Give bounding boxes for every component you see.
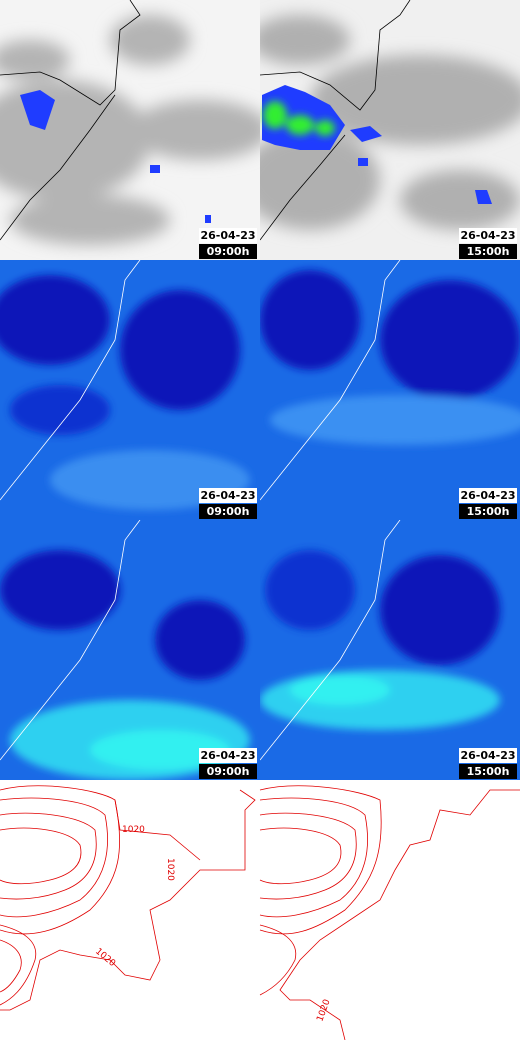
- time-label: 09:00h: [207, 245, 250, 258]
- time-box: [199, 244, 257, 259]
- time-label: 09:00h: [207, 765, 250, 778]
- date-box: [459, 228, 517, 243]
- wind-panel: [260, 260, 520, 520]
- time-label: 15:00h: [467, 765, 510, 778]
- time-box: [459, 764, 517, 779]
- date-label: 26-04-23: [200, 749, 255, 762]
- isobar-panel: [259, 780, 520, 1040]
- isobar-panel: [0, 780, 260, 1040]
- date-label: 26-04-23: [460, 749, 515, 762]
- time-box: [459, 244, 517, 259]
- date-label: 26-04-23: [460, 489, 515, 502]
- date-box: [459, 748, 517, 763]
- time-box: [199, 504, 257, 519]
- wind-panel: [0, 260, 260, 520]
- date-box: [199, 488, 257, 503]
- date-box: [459, 488, 517, 503]
- cloud-panel: [260, 0, 520, 260]
- cloud-panel: [0, 0, 260, 260]
- date-label: 26-04-23: [200, 229, 255, 242]
- date-box: [199, 748, 257, 763]
- isobar-label: 1020: [165, 858, 175, 881]
- time-label: 09:00h: [207, 505, 250, 518]
- time-box: [459, 504, 517, 519]
- time-label: 15:00h: [467, 245, 510, 258]
- date-box: [199, 228, 257, 243]
- date-label: 26-04-23: [200, 489, 255, 502]
- time-label: 15:00h: [467, 505, 510, 518]
- wind-panel: [260, 520, 520, 780]
- isobar-label: 1020: [122, 825, 145, 835]
- wind-panel: [0, 520, 260, 780]
- time-box: [199, 764, 257, 779]
- date-label: 26-04-23: [460, 229, 515, 242]
